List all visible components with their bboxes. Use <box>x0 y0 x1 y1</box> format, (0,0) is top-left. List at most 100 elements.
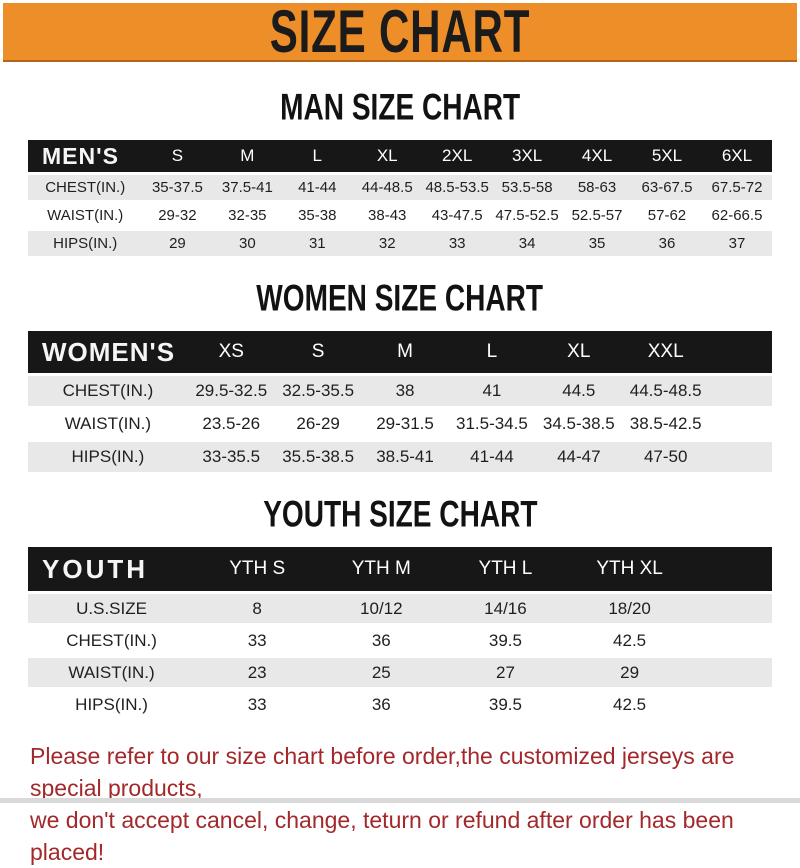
column-header: 4XL <box>562 140 632 172</box>
youth-section-title-text: YOUTH SIZE CHART <box>262 492 538 535</box>
size-value: 38-43 <box>352 203 423 228</box>
measurement-row: HIPS(IN.) 33 36 39.5 42.5 <box>28 690 772 719</box>
size-value: 33 <box>195 690 320 719</box>
size-value: 30 <box>212 231 283 256</box>
row-label: CHEST(IN.) <box>28 175 143 200</box>
size-value: 33 <box>422 231 493 256</box>
size-value: 57-62 <box>632 203 702 228</box>
header-filler <box>709 331 772 373</box>
row-label: HIPS(IN.) <box>28 231 143 256</box>
women-size-table: WOMEN'S XS S M L XL XXL CHEST(IN.) 29.5-32.5 32.5… <box>28 328 772 475</box>
column-header: 2XL <box>422 140 493 172</box>
size-value: 29 <box>567 658 692 687</box>
women-section: WOMEN SIZE CHART WOMEN'S XS S M L XL XXL CHEST(… <box>0 279 800 475</box>
size-value: 53.5-58 <box>492 175 563 200</box>
size-value: 32 <box>352 231 423 256</box>
size-value: 26-29 <box>274 409 362 439</box>
size-value: 23.5-26 <box>187 409 275 439</box>
size-value: 47-50 <box>622 442 710 472</box>
size-value: 25 <box>319 658 444 687</box>
row-filler <box>691 594 772 623</box>
bottom-edge-strip <box>0 798 800 803</box>
youth-section: YOUTH SIZE CHART YOUTH YTH S YTH M YTH L YTH… <box>0 492 800 722</box>
footer-disclaimer: Please refer to our size chart before or… <box>30 740 780 868</box>
row-label: CHEST(IN.) <box>28 626 196 655</box>
size-value: 67.5-72 <box>701 175 772 200</box>
row-label: WAIST(IN.) <box>28 658 196 687</box>
header-filler <box>691 547 772 591</box>
measurement-row: HIPS(IN.) 33-35.5 35.5-38.5 38.5-41 41-44 44-… <box>28 442 772 472</box>
size-value: 34.5-38.5 <box>535 409 623 439</box>
column-header: XS <box>187 331 275 373</box>
row-label: U.S.SIZE <box>28 594 196 623</box>
men-section-title: MAN SIZE CHART <box>0 85 800 128</box>
row-filler <box>709 409 772 439</box>
size-value: 31.5-34.5 <box>448 409 536 439</box>
group-label: MEN'S <box>28 140 143 172</box>
size-value: 29-31.5 <box>361 409 449 439</box>
men-size-table: MEN'S S M L XL 2XL 3XL 4XL 5XL 6XL CHEST(IN.) 35-37… <box>28 137 772 259</box>
row-label: CHEST(IN.) <box>28 376 188 406</box>
measurement-row: CHEST(IN.) 35-37.5 37.5-41 41-44 44-48.5 48.5… <box>28 175 772 200</box>
row-filler <box>709 376 772 406</box>
size-header-row: MEN'S S M L XL 2XL 3XL 4XL 5XL 6XL <box>28 140 772 172</box>
row-label: HIPS(IN.) <box>28 690 196 719</box>
size-value: 58-63 <box>562 175 632 200</box>
column-header: 6XL <box>701 140 772 172</box>
column-header: 5XL <box>632 140 702 172</box>
footer-line-1: Please refer to our size chart before or… <box>30 743 735 801</box>
size-value: 27 <box>443 658 568 687</box>
row-filler <box>691 626 772 655</box>
column-header: XL <box>352 140 423 172</box>
row-label: WAIST(IN.) <box>28 409 188 439</box>
size-value: 41 <box>448 376 536 406</box>
size-value: 37.5-41 <box>212 175 283 200</box>
size-value: 34 <box>492 231 563 256</box>
measurement-row: HIPS(IN.) 29 30 31 32 33 34 35 36 37 <box>28 231 772 256</box>
measurement-row: CHEST(IN.) 29.5-32.5 32.5-35.5 38 41 44.5 44.5… <box>28 376 772 406</box>
column-header: YTH L <box>443 547 568 591</box>
size-value: 35-37.5 <box>142 175 213 200</box>
size-value: 35 <box>562 231 632 256</box>
measurement-row: WAIST(IN.) 23.5-26 26-29 29-31.5 31.5-34.5 34… <box>28 409 772 439</box>
row-filler <box>691 690 772 719</box>
row-label: WAIST(IN.) <box>28 203 143 228</box>
size-value: 39.5 <box>443 626 568 655</box>
measurement-row: WAIST(IN.) 23 25 27 29 <box>28 658 772 687</box>
size-value: 32-35 <box>212 203 283 228</box>
size-value: 37 <box>701 231 772 256</box>
women-section-title: WOMEN SIZE CHART <box>0 279 800 316</box>
men-section: MAN SIZE CHART MEN'S S M L XL 2XL 3XL 4XL 5XL 6XL… <box>0 85 800 259</box>
size-value: 33 <box>195 626 320 655</box>
column-header: S <box>142 140 213 172</box>
size-value: 35.5-38.5 <box>274 442 362 472</box>
size-value: 47.5-52.5 <box>492 203 563 228</box>
size-value: 36 <box>632 231 702 256</box>
column-header: 3XL <box>492 140 563 172</box>
size-value: 44-48.5 <box>352 175 423 200</box>
column-header: M <box>361 331 449 373</box>
column-header: M <box>212 140 283 172</box>
size-value: 8 <box>195 594 320 623</box>
size-value: 29-32 <box>142 203 213 228</box>
size-value: 62-66.5 <box>701 203 772 228</box>
size-value: 29 <box>142 231 213 256</box>
size-value: 14/16 <box>443 594 568 623</box>
size-value: 52.5-57 <box>562 203 632 228</box>
group-label: WOMEN'S <box>28 331 188 373</box>
column-header: YTH XL <box>567 547 692 591</box>
size-value: 42.5 <box>567 690 692 719</box>
size-value: 48.5-53.5 <box>422 175 493 200</box>
banner-title: SIZE CHART <box>269 0 531 66</box>
size-value: 42.5 <box>567 626 692 655</box>
size-value: 36 <box>319 626 444 655</box>
column-header: XL <box>535 331 623 373</box>
row-label: HIPS(IN.) <box>28 442 188 472</box>
size-value: 35-38 <box>282 203 353 228</box>
size-value: 44.5-48.5 <box>622 376 710 406</box>
column-header: YTH S <box>195 547 320 591</box>
column-header: L <box>282 140 353 172</box>
measurement-row: CHEST(IN.) 33 36 39.5 42.5 <box>28 626 772 655</box>
size-value: 38.5-41 <box>361 442 449 472</box>
men-section-title-text: MAN SIZE CHART <box>280 85 520 128</box>
